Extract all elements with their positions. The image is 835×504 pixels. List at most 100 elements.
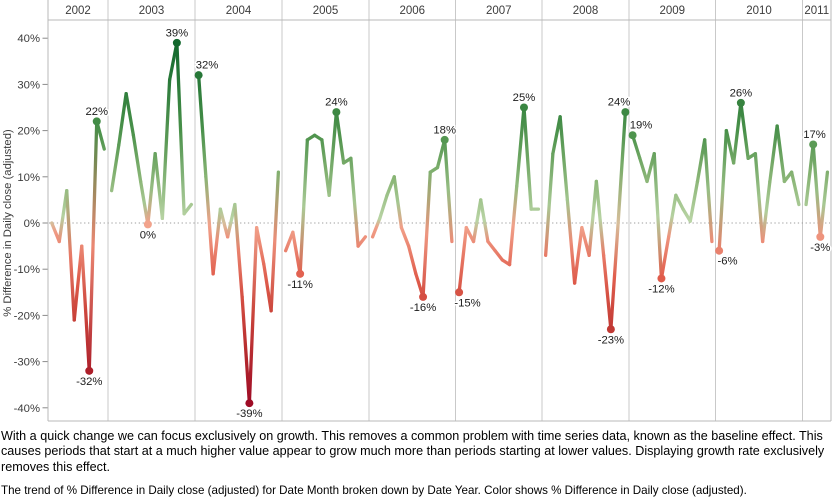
trend-line-segment[interactable] bbox=[760, 179, 772, 244]
trend-line-segment[interactable] bbox=[471, 198, 483, 244]
trend-line-segment[interactable] bbox=[65, 189, 76, 322]
trend-line-segment[interactable] bbox=[117, 91, 128, 147]
trend-line-segment[interactable] bbox=[479, 198, 490, 244]
trend-line-segment[interactable] bbox=[551, 115, 562, 156]
trend-line-segment[interactable] bbox=[196, 73, 208, 179]
trend-line-segment[interactable] bbox=[717, 128, 729, 253]
trend-line-segment[interactable] bbox=[146, 152, 157, 227]
trend-line-segment[interactable] bbox=[87, 119, 99, 373]
trend-line-segment[interactable] bbox=[543, 152, 555, 257]
trend-line-segment[interactable] bbox=[334, 110, 346, 165]
trend-line-segment[interactable] bbox=[804, 142, 815, 207]
data-point-dot[interactable] bbox=[606, 325, 615, 334]
data-point-dot[interactable] bbox=[332, 108, 341, 117]
trend-line-segment[interactable] bbox=[204, 175, 215, 276]
trend-line-segment[interactable] bbox=[233, 202, 244, 299]
trend-line-segment[interactable] bbox=[406, 244, 418, 276]
trend-line-segment[interactable] bbox=[182, 202, 194, 216]
trend-line-segment[interactable] bbox=[522, 105, 533, 211]
trend-line-segment[interactable] bbox=[218, 207, 230, 239]
trend-line-segment[interactable] bbox=[138, 179, 150, 227]
data-point-dot[interactable] bbox=[628, 131, 637, 140]
trend-line-segment[interactable] bbox=[630, 133, 642, 160]
trend-line-segment[interactable] bbox=[240, 295, 252, 405]
trend-line-segment[interactable] bbox=[753, 152, 765, 244]
trend-line-segment[interactable] bbox=[609, 221, 620, 331]
data-point-dot[interactable] bbox=[194, 71, 203, 80]
data-point-dot[interactable] bbox=[809, 140, 818, 149]
trend-line-segment[interactable] bbox=[356, 235, 368, 248]
data-point-dot[interactable] bbox=[245, 399, 254, 408]
trend-line-segment[interactable] bbox=[327, 110, 339, 197]
data-point-dot[interactable] bbox=[296, 269, 305, 278]
trend-line-segment[interactable] bbox=[443, 138, 454, 244]
trend-line-segment[interactable] bbox=[378, 193, 389, 221]
trend-line-segment[interactable] bbox=[724, 128, 736, 165]
trend-line-segment[interactable] bbox=[768, 124, 779, 184]
trend-line-segment[interactable] bbox=[399, 225, 411, 248]
trend-line-segment[interactable] bbox=[320, 138, 331, 197]
trend-line-segment[interactable] bbox=[175, 41, 186, 216]
trend-line-segment[interactable] bbox=[674, 193, 685, 211]
trend-line-segment[interactable] bbox=[572, 225, 584, 285]
trend-line-segment[interactable] bbox=[587, 179, 599, 257]
trend-line-segment[interactable] bbox=[775, 124, 787, 184]
trend-line-segment[interactable] bbox=[507, 184, 519, 267]
data-point-dot[interactable] bbox=[816, 232, 825, 241]
trend-line-segment[interactable] bbox=[153, 152, 165, 221]
data-point-dot[interactable] bbox=[621, 108, 630, 117]
trend-line-segment[interactable] bbox=[739, 101, 750, 160]
trend-line-segment[interactable] bbox=[703, 138, 714, 244]
trend-line-segment[interactable] bbox=[659, 235, 671, 281]
data-point-dot[interactable] bbox=[519, 103, 528, 112]
trend-line-segment[interactable] bbox=[298, 138, 310, 276]
data-point-dot[interactable] bbox=[172, 38, 181, 47]
trend-line-segment[interactable] bbox=[109, 142, 121, 193]
trend-line-segment[interactable] bbox=[283, 230, 295, 253]
data-point-dot[interactable] bbox=[657, 274, 666, 283]
data-point-dot[interactable] bbox=[736, 98, 745, 107]
trend-line-segment[interactable] bbox=[124, 91, 136, 137]
trend-line-segment[interactable] bbox=[666, 193, 678, 239]
trend-line-segment[interactable] bbox=[95, 119, 106, 151]
trend-line-segment[interactable] bbox=[515, 105, 526, 188]
trend-line-segment[interactable] bbox=[601, 253, 613, 331]
trend-line-segment[interactable] bbox=[131, 133, 143, 184]
trend-line-segment[interactable] bbox=[254, 225, 266, 267]
trend-line-segment[interactable] bbox=[421, 170, 432, 299]
trend-line-segment[interactable] bbox=[731, 101, 743, 165]
trend-line-segment[interactable] bbox=[580, 225, 591, 257]
trend-line-segment[interactable] bbox=[811, 142, 822, 239]
trend-line-segment[interactable] bbox=[486, 239, 497, 253]
data-point-dot[interactable] bbox=[92, 117, 101, 126]
trend-line-segment[interactable] bbox=[565, 198, 577, 285]
data-point-dot[interactable] bbox=[143, 220, 152, 229]
trend-line-segment[interactable] bbox=[72, 244, 84, 322]
trend-line-segment[interactable] bbox=[211, 207, 223, 276]
data-point-dot[interactable] bbox=[440, 135, 449, 144]
trend-line-segment[interactable] bbox=[57, 189, 69, 244]
trend-line-segment[interactable] bbox=[493, 249, 505, 262]
trend-line-segment[interactable] bbox=[652, 152, 664, 281]
data-point-dot[interactable] bbox=[419, 292, 428, 301]
trend-line-segment[interactable] bbox=[457, 225, 468, 294]
trend-line-segment[interactable] bbox=[688, 179, 700, 223]
trend-line-segment[interactable] bbox=[789, 170, 801, 207]
trend-line-segment[interactable] bbox=[50, 221, 61, 244]
data-point-dot[interactable] bbox=[455, 288, 464, 297]
trend-line-segment[interactable] bbox=[80, 244, 91, 373]
trend-line-segment[interactable] bbox=[370, 216, 382, 239]
data-point-dot[interactable] bbox=[85, 366, 94, 375]
trend-line-segment[interactable] bbox=[638, 156, 649, 184]
trend-line-segment[interactable] bbox=[160, 78, 172, 221]
trend-line-segment[interactable] bbox=[392, 175, 404, 230]
trend-line-segment[interactable] bbox=[247, 225, 259, 405]
trend-line-segment[interactable] bbox=[818, 170, 830, 239]
data-point-dot[interactable] bbox=[715, 246, 724, 255]
trend-line-segment[interactable] bbox=[558, 115, 570, 202]
trend-line-segment[interactable] bbox=[594, 179, 606, 257]
trend-line-segment[interactable] bbox=[269, 170, 281, 313]
trend-line-segment[interactable] bbox=[349, 156, 360, 248]
trend-line-segment[interactable] bbox=[616, 110, 628, 225]
trend-line-segment[interactable] bbox=[695, 138, 707, 184]
